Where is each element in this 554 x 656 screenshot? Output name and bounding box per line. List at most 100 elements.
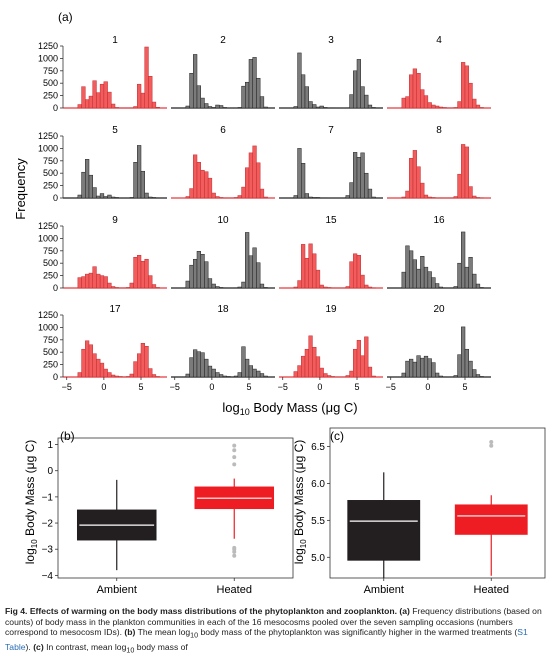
- histogram-bar: [357, 255, 361, 288]
- histogram-bar: [469, 257, 473, 288]
- histogram-bar: [361, 356, 365, 377]
- histogram-bar: [89, 175, 93, 198]
- histogram-bar: [432, 278, 436, 288]
- histogram-bar: [417, 356, 421, 377]
- histogram-bar: [219, 375, 223, 377]
- y-tick-label: 1000: [38, 322, 58, 332]
- histogram-bar: [190, 265, 194, 288]
- x-tick-label: 5: [354, 382, 359, 392]
- histogram-bar: [454, 287, 458, 288]
- histogram-bar: [253, 57, 257, 108]
- box-b-y-axis-label: log10 Body Mass (μg C): [23, 440, 39, 565]
- histogram-bar: [249, 366, 253, 377]
- histogram-bar: [264, 197, 268, 198]
- y-tick-label: 500: [43, 168, 58, 178]
- histogram-bar: [301, 244, 305, 288]
- panel-id-label: 4: [436, 35, 442, 46]
- histogram-bar: [472, 99, 476, 108]
- histogram-x-label-suffix: Body Mass (μg C): [250, 400, 358, 415]
- histogram-bar: [461, 144, 465, 198]
- histogram-bar: [458, 102, 462, 108]
- histogram-panel-2: 2: [171, 35, 275, 108]
- box-c-y-axis-label: log10 Body Mass (μg C): [292, 440, 308, 565]
- histogram-bar: [242, 347, 246, 377]
- y-tick-label: 1250: [38, 310, 58, 320]
- histogram-bar: [100, 276, 104, 288]
- histogram-y-axis-label: Frequency: [13, 158, 28, 220]
- histogram-bar: [353, 71, 357, 108]
- histogram-bar: [417, 269, 421, 288]
- y-tick-label: 6.5: [311, 442, 325, 453]
- histogram-bar: [264, 376, 268, 377]
- histogram-bar: [85, 274, 89, 288]
- histogram-bar: [420, 90, 424, 108]
- histogram-bar: [324, 287, 328, 288]
- histogram-bar: [465, 147, 469, 198]
- histogram-bar: [245, 359, 249, 377]
- histogram-bar: [305, 349, 309, 377]
- histogram-bar: [100, 84, 104, 108]
- y-tick-label: 250: [43, 360, 58, 370]
- histogram-bar: [104, 197, 108, 198]
- histogram-bar: [145, 346, 149, 377]
- histogram-bar: [324, 374, 328, 377]
- histogram-bar: [372, 197, 376, 198]
- histogram-bar: [201, 170, 205, 198]
- histogram-bar: [357, 340, 361, 377]
- histogram-bar: [197, 162, 201, 198]
- histogram-bar: [137, 84, 141, 108]
- histogram-bar: [432, 363, 436, 377]
- histogram-bar: [201, 254, 205, 288]
- histogram-bar: [301, 75, 305, 108]
- histogram-bar: [476, 375, 480, 377]
- x-tick-label: −5: [278, 382, 288, 392]
- histogram-bar: [256, 263, 260, 288]
- histogram-bar: [219, 106, 223, 108]
- histogram-bar: [312, 254, 316, 288]
- histogram-bar: [413, 260, 417, 288]
- caption-b-subscript: 10: [190, 632, 198, 640]
- histogram-bar: [212, 193, 216, 198]
- histogram-bar: [82, 172, 86, 198]
- x-tick-label: −5: [62, 382, 72, 392]
- histogram-bar: [476, 105, 480, 108]
- caption-c-text-2: body mass of: [134, 642, 188, 652]
- outlier-point: [232, 448, 236, 452]
- histogram-bar: [89, 96, 93, 108]
- box-b-y-label-prefix: log: [23, 548, 37, 564]
- histogram-bar: [100, 194, 104, 198]
- panel-id-label: 2: [220, 35, 226, 46]
- histogram-panel-16: 16: [387, 215, 491, 288]
- histogram-bar: [402, 197, 406, 198]
- panel-id-label: 5: [112, 125, 118, 136]
- histogram-bar: [242, 187, 246, 198]
- outlier-point: [232, 444, 236, 448]
- histogram-bar: [242, 86, 246, 108]
- panel-id-label: 7: [328, 125, 334, 136]
- histogram-x-axis-label: log10 Body Mass (μg C): [222, 400, 357, 417]
- x-tick-label: 5: [462, 382, 467, 392]
- histogram-bar: [260, 97, 264, 108]
- histogram-bar: [298, 53, 302, 108]
- histogram-bar: [134, 162, 138, 198]
- histogram-bar: [298, 281, 302, 288]
- panel-c-label: (c): [330, 429, 344, 443]
- histogram-bar: [108, 373, 112, 377]
- histogram-bar: [186, 197, 190, 198]
- histogram-bar: [420, 256, 424, 288]
- histogram-bar: [216, 105, 220, 108]
- histogram-bar: [253, 146, 257, 198]
- y-tick-label: −4: [42, 571, 54, 582]
- histogram-bar: [301, 356, 305, 377]
- histogram-panel-3: 3: [279, 35, 383, 108]
- histogram-bar: [93, 188, 97, 198]
- histogram-bar: [409, 158, 413, 198]
- histogram-bar: [216, 197, 220, 198]
- y-tick-label: 0: [53, 283, 58, 293]
- y-tick-label: 1250: [38, 131, 58, 141]
- histogram-bar: [305, 87, 309, 108]
- histogram-bar: [361, 153, 365, 198]
